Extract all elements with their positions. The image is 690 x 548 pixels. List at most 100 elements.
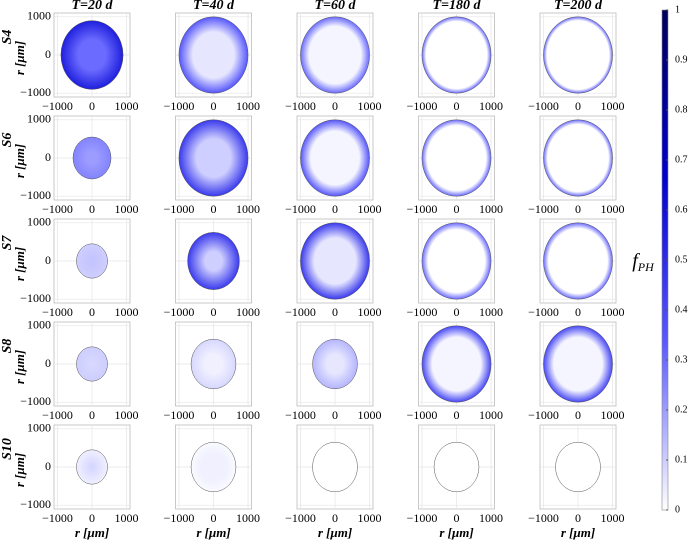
domain-circle: [312, 441, 358, 493]
colorbar-tick-label: 0.2: [675, 404, 688, 415]
row-label: S6: [0, 133, 15, 148]
x-tick-label: 0: [89, 202, 95, 216]
x-tick-label: −1000: [285, 511, 316, 525]
x-tick-label: 1000: [479, 511, 503, 525]
colorbar-tick-label: 0.1: [675, 454, 688, 465]
y-tick-label: 0: [45, 150, 51, 164]
domain-circle: [76, 346, 108, 382]
domain-circle: [60, 20, 124, 90]
x-tick-label: 0: [332, 408, 338, 422]
row-label: S8: [0, 339, 15, 354]
domain-circle: [312, 338, 358, 390]
domain-circle: [543, 119, 613, 197]
x-tick-label: 1000: [236, 99, 260, 113]
x-tick-label: −1000: [42, 408, 73, 422]
x-tick-label: 0: [332, 305, 338, 319]
x-tick-label: 1000: [601, 511, 625, 525]
x-tick-label: 0: [575, 408, 581, 422]
x-tick-label: 1000: [236, 202, 260, 216]
colorbar-tick-label: 0: [675, 504, 680, 515]
y-axis-label: r [μm]: [12, 247, 27, 281]
domain-circle: [76, 449, 108, 485]
domain-circle: [433, 441, 480, 493]
x-tick-label: 1000: [601, 305, 625, 319]
x-tick-label: 0: [89, 511, 95, 525]
x-tick-label: 1000: [601, 408, 625, 422]
x-tick-label: −1000: [407, 511, 438, 525]
x-tick-label: −1000: [528, 305, 559, 319]
domain-circle: [300, 119, 370, 197]
domain-circle: [421, 119, 492, 197]
x-tick-label: 0: [454, 511, 460, 525]
x-tick-label: 0: [89, 408, 95, 422]
x-axis-label: r [μm]: [196, 525, 230, 540]
x-tick-label: 1000: [479, 202, 503, 216]
domain-circle: [543, 222, 613, 300]
x-tick-label: 1000: [236, 511, 260, 525]
x-tick-label: 1000: [479, 408, 503, 422]
x-tick-label: −1000: [285, 408, 316, 422]
x-tick-label: 0: [89, 99, 95, 113]
x-tick-label: 1000: [236, 305, 260, 319]
domain-circle: [178, 119, 249, 197]
x-tick-label: 0: [332, 99, 338, 113]
domain-circle: [421, 325, 492, 403]
x-tick-label: 0: [575, 305, 581, 319]
x-tick-label: 0: [332, 511, 338, 525]
x-tick-label: 0: [575, 202, 581, 216]
x-tick-label: 1000: [115, 305, 139, 319]
x-tick-label: −1000: [285, 305, 316, 319]
domain-circle: [187, 232, 240, 290]
x-tick-label: −1000: [285, 99, 316, 113]
y-tick-label: 1000: [27, 215, 51, 229]
column-title: T=60 d: [314, 0, 356, 13]
x-tick-label: 1000: [601, 99, 625, 113]
domain-circle: [190, 338, 237, 390]
x-tick-label: −1000: [528, 408, 559, 422]
colorbar-tick-label: 0.7: [675, 154, 688, 165]
y-tick-label: 0: [45, 47, 51, 61]
colorbar-label-main: f: [632, 250, 640, 272]
x-tick-label: 1000: [236, 408, 260, 422]
x-tick-label: 1000: [115, 202, 139, 216]
x-tick-label: 1000: [358, 99, 382, 113]
y-axis-label: r [μm]: [12, 144, 27, 178]
y-tick-label: −1000: [20, 85, 51, 99]
domain-circle: [76, 243, 108, 279]
y-axis-label: r [μm]: [12, 350, 27, 384]
y-tick-label: 0: [45, 253, 51, 267]
x-tick-label: 1000: [115, 99, 139, 113]
y-tick-label: −1000: [20, 394, 51, 408]
colorbar-tick-label: 0.6: [675, 204, 688, 215]
x-tick-label: 1000: [115, 408, 139, 422]
x-tick-label: 0: [454, 99, 460, 113]
colorbar-label-sub: PH: [637, 260, 655, 274]
row-label: S7: [0, 235, 15, 251]
x-tick-label: −1000: [164, 99, 195, 113]
domain-circle: [300, 16, 370, 94]
y-tick-label: 1000: [27, 112, 51, 126]
colorbar-tick-label: 1: [675, 4, 680, 15]
x-tick-label: 0: [575, 511, 581, 525]
domain-circle: [190, 441, 237, 493]
domain-circle: [72, 136, 112, 180]
y-axis-label: r [μm]: [12, 453, 27, 487]
y-tick-label: 0: [45, 356, 51, 370]
domain-circle: [300, 222, 370, 300]
domain-circle: [421, 16, 492, 94]
x-tick-label: −1000: [528, 99, 559, 113]
x-tick-label: 0: [332, 202, 338, 216]
x-tick-label: 0: [211, 305, 217, 319]
x-tick-label: 0: [211, 511, 217, 525]
colorbar-tick-label: 0.8: [675, 104, 688, 115]
x-tick-label: 0: [211, 99, 217, 113]
y-tick-label: 1000: [27, 421, 51, 435]
row-label: S10: [0, 438, 15, 460]
row-label: S4: [0, 30, 15, 45]
x-tick-label: 0: [211, 202, 217, 216]
colorbar-tick-label: 0.5: [675, 254, 688, 265]
x-tick-label: 1000: [358, 202, 382, 216]
x-tick-label: 1000: [115, 511, 139, 525]
x-tick-label: 0: [454, 305, 460, 319]
